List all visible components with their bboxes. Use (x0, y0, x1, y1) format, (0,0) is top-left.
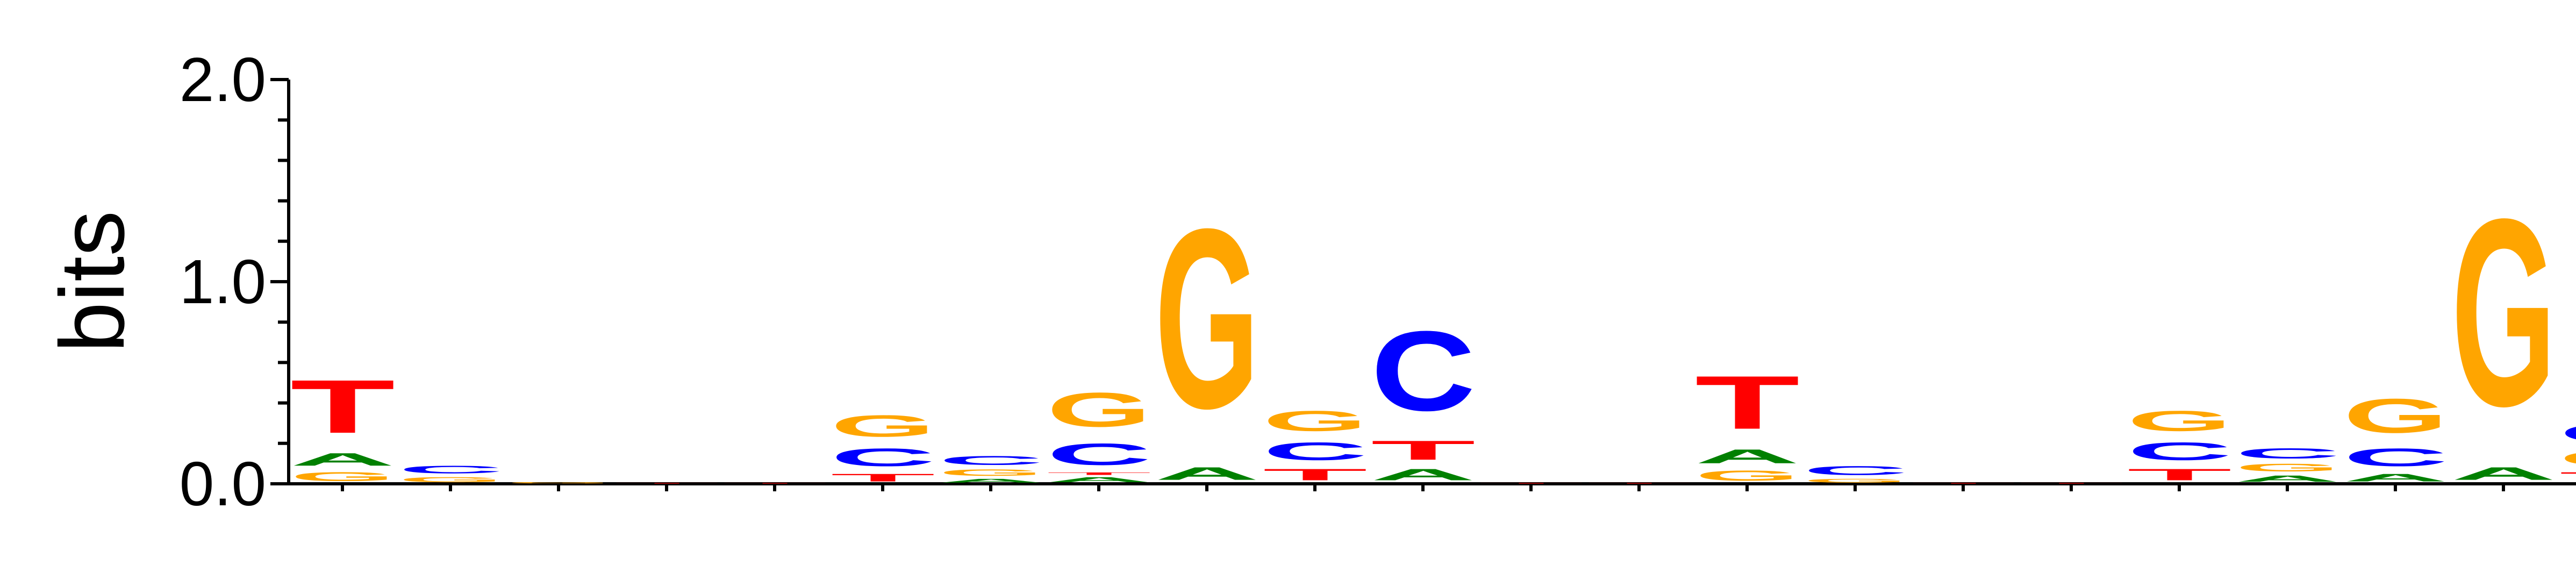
letter-c: C (2343, 443, 2448, 471)
y-tick-label: 2.0 (180, 45, 266, 114)
position-stack: T (1479, 483, 1584, 484)
position-stack: GAT (1695, 361, 1800, 484)
letter-g: G (831, 409, 935, 443)
letter-c: C (2559, 419, 2576, 447)
x-axis (289, 482, 2576, 491)
letter-c: C (1047, 437, 1151, 471)
position-stack: T (722, 483, 827, 484)
position-stack: GC (1803, 463, 1908, 484)
letter-c: C (2235, 445, 2340, 461)
letter-c: C (1263, 438, 1368, 466)
letter-t: T (2019, 483, 2124, 484)
letter-c: C (398, 463, 503, 476)
letter-g: G (290, 470, 395, 484)
letter-g: G (1695, 468, 1800, 484)
letter-t: T (614, 483, 719, 484)
letter-a: A (1695, 445, 1800, 467)
position-stack: ATC (1371, 307, 1476, 484)
letter-a: A (2235, 474, 2340, 484)
letter-a: A (2451, 463, 2556, 484)
letter-a: A (1047, 476, 1151, 484)
position-stack: T (1911, 483, 2016, 484)
letter-c: C (939, 454, 1043, 468)
position-stack: TCG (2127, 405, 2232, 483)
letter-g: G (2559, 447, 2576, 469)
position-stack: ACG (2343, 389, 2448, 484)
position-stack: T (1587, 483, 1692, 484)
letter-t: T (831, 471, 935, 484)
letter-g: G (939, 468, 1043, 478)
letter-t: T (1263, 466, 1368, 484)
letter-g: G (2343, 389, 2448, 443)
letter-g: G (1047, 382, 1151, 436)
letter-g: G (506, 482, 611, 484)
letter-g: G (2451, 164, 2556, 462)
y-axis: 0.0 1.0 2.0 (180, 45, 290, 519)
y-tick-label: 0.0 (180, 449, 266, 519)
position-stack: AG (1155, 175, 1260, 484)
letter-g: G (1263, 405, 1368, 437)
letter-t: T (1371, 435, 1476, 466)
letter-t: T (290, 364, 395, 449)
position-stack: T (2019, 483, 2124, 484)
position-stack: T (614, 483, 719, 484)
letter-t: T (1911, 483, 2016, 484)
position-stack: AG (2451, 164, 2556, 484)
position-stack: TGC (2559, 419, 2576, 484)
position-stack: GAT (290, 364, 395, 484)
letter-a: A (939, 478, 1043, 484)
letter-g: G (1155, 175, 1260, 462)
letter-g: G (398, 476, 503, 484)
letter-a: A (2343, 471, 2448, 484)
letter-t: T (1047, 471, 1151, 475)
position-stack: G (506, 482, 611, 484)
letter-t: T (2559, 470, 2576, 484)
letter-g: G (2235, 462, 2340, 474)
letter-g: G (2127, 405, 2232, 437)
y-axis-title: bits (41, 211, 144, 353)
letter-t: T (1695, 361, 1800, 445)
position-stack: TCG (831, 409, 935, 483)
position-stack: AGC (939, 454, 1043, 484)
y-tick-label: 1.0 (180, 247, 266, 317)
x-ticks (341, 484, 2505, 491)
letter-c: C (1371, 307, 1476, 434)
letter-a: A (290, 449, 395, 470)
letter-g: G (1803, 478, 1908, 484)
letter-t: T (2127, 466, 2232, 484)
letter-t: T (1479, 483, 1584, 484)
position-stack: AGC (2235, 445, 2340, 484)
position-stack: GC (398, 463, 503, 484)
letter-t: T (1587, 483, 1692, 484)
letter-a: A (1155, 463, 1260, 484)
letter-t: T (722, 483, 827, 484)
letter-c: C (1803, 463, 1908, 477)
letter-c: C (831, 443, 935, 471)
letter-c: C (2127, 438, 2232, 466)
y-ticks: 0.0 1.0 2.0 (180, 45, 289, 519)
position-stack: TCG (1263, 405, 1368, 483)
letter-a: A (1371, 466, 1476, 484)
